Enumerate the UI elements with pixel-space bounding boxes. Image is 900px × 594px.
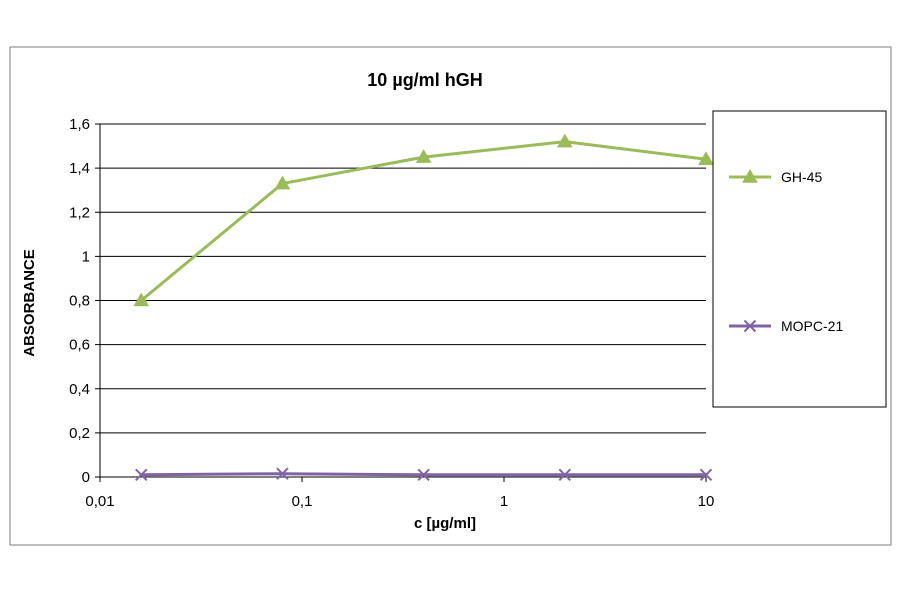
series-point-gh-45-2 [415, 149, 432, 163]
chart-title: 10 µg/ml hGH [367, 70, 482, 90]
series-point-gh-45-3 [556, 133, 573, 148]
series-point-gh-45-4 [698, 151, 714, 166]
legend-label-gh-45: GH-45 [781, 169, 822, 185]
legend-layer: GH-45 MOPC-21 [729, 168, 843, 334]
y-tick-label-3: 0,6 [69, 337, 90, 354]
x-axis-title: c [µg/ml] [414, 515, 476, 532]
y-tick-label-4: 0,8 [69, 293, 90, 310]
legend-marker-mopc-21-stroke-b [743, 319, 757, 333]
series-point-mopc-21-3-stroke-b [558, 468, 572, 482]
series-point-mopc-21-2-stroke-b [417, 468, 430, 482]
series-layer [133, 133, 714, 482]
y-tick-label-8: 1,6 [69, 116, 90, 133]
y-tick-label-6: 1,2 [69, 204, 90, 221]
series-point-gh-45-1 [274, 175, 291, 190]
legend-label-mopc-21: MOPC-21 [781, 318, 843, 334]
series-point-mopc-21-4-stroke-b [699, 468, 713, 482]
y-tick-label-1: 0,2 [69, 425, 90, 442]
series-point-mopc-21-4 [699, 468, 713, 482]
series-point-mopc-21-0 [135, 468, 148, 482]
y-tick-label-2: 0,4 [69, 381, 90, 398]
x-tick-label-1: 0,1 [292, 493, 313, 510]
legend-box [712, 110, 887, 408]
y-tick-label-0: 0 [82, 469, 90, 486]
legend-marker-mopc-21 [743, 319, 757, 333]
x-tick-label-2: 1 [500, 493, 508, 510]
y-tick-label-7: 1,4 [69, 160, 90, 177]
series-point-mopc-21-0-stroke-b [135, 468, 148, 482]
series-point-mopc-21-1-stroke-b [276, 467, 289, 480]
x-tick-label-3: 10 [698, 493, 715, 510]
axis-layer: 0 0,2 0,4 0,6 0,8 1 1,2 1,4 1,6 0,01 0,1 1 10 [69, 116, 714, 510]
x-tick-label-0: 0,01 [85, 493, 114, 510]
y-axis-title: ABSORBANCE [21, 249, 38, 357]
series-point-mopc-21-3 [558, 468, 572, 482]
y-tick-label-5: 1 [82, 248, 90, 265]
series-point-gh-45-0 [133, 292, 150, 307]
series-point-mopc-21-1 [276, 467, 289, 480]
series-point-mopc-21-2 [417, 468, 430, 482]
legend-marker-gh-45 [742, 168, 758, 183]
